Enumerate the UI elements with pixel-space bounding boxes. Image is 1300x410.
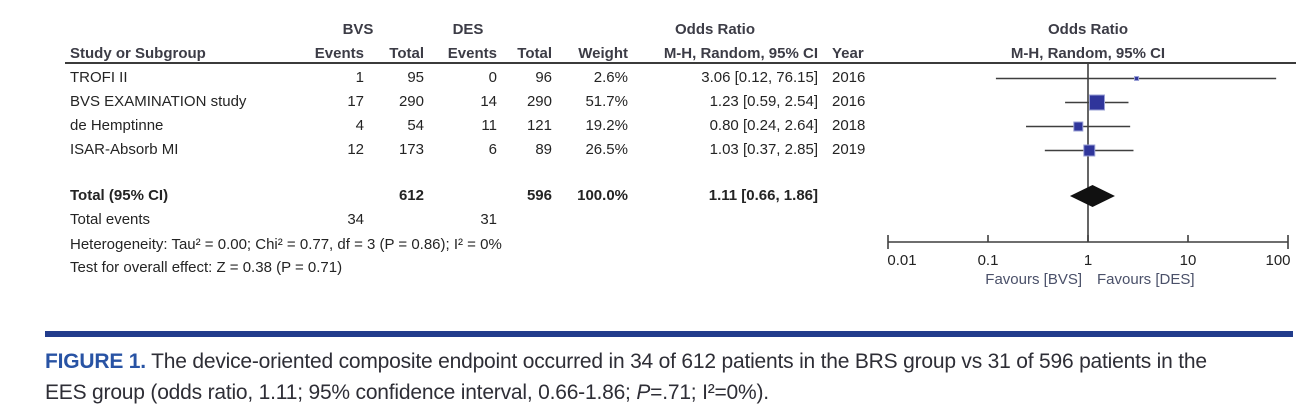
- study-name: ISAR-Absorb MI: [70, 141, 179, 158]
- des-total-value: 290: [526, 93, 552, 110]
- column-header-study: Study or Subgroup: [70, 45, 206, 62]
- x-axis-tick-label: 10: [1179, 252, 1197, 269]
- plot-header-mh-random: M-H, Random, 95% CI: [1010, 45, 1166, 62]
- bvs-events-value: 17: [347, 93, 364, 110]
- caption-text-2a: EES group (odds ratio, 1.11; 95% confide…: [45, 381, 637, 404]
- weight-value: 19.2%: [585, 117, 628, 134]
- total-bvs-total: 612: [398, 187, 424, 204]
- column-header-des-events: Events: [447, 45, 497, 62]
- total-or-ci: 1.11 [0.66, 1.86]: [708, 187, 818, 204]
- or-ci-value: 0.80 [0.24, 2.64]: [709, 117, 818, 134]
- column-header-des-total: Total: [517, 45, 552, 62]
- des-events-value: 6: [488, 141, 497, 158]
- bvs-total-value: 54: [407, 117, 424, 134]
- or-ci-value: 3.06 [0.12, 76.15]: [701, 69, 818, 86]
- des-total-value: 121: [526, 117, 552, 134]
- favours-left-label: Favours [BVS]: [985, 271, 1082, 288]
- caption-text-2b: =.71; I²=0%).: [650, 381, 769, 404]
- column-header-mh-random: M-H, Random, 95% CI: [663, 45, 818, 62]
- or-ci-value: 1.03 [0.37, 2.85]: [709, 141, 818, 158]
- weight-value: 51.7%: [585, 93, 628, 110]
- column-header-weight: Weight: [578, 45, 628, 62]
- or-ci-value: 1.23 [0.59, 2.54]: [709, 93, 818, 110]
- des-events-value: 11: [481, 117, 497, 134]
- overall-effect-text: Test for overall effect: Z = 0.38 (P = 0…: [70, 259, 343, 276]
- figure-caption: FIGURE 1. The device-oriented composite …: [45, 346, 1295, 408]
- study-name: BVS EXAMINATION study: [70, 93, 247, 110]
- bvs-events-value: 4: [355, 117, 364, 134]
- study-weight-marker: [1083, 144, 1096, 157]
- caption-text-1: The device-oriented composite endpoint o…: [151, 350, 1207, 373]
- study-weight-marker: [1073, 121, 1084, 132]
- figure-number-label: FIGURE 1.: [45, 350, 146, 373]
- year-value: 2019: [832, 141, 866, 158]
- header-underline: [65, 62, 1296, 64]
- total-label: Total (95% CI): [70, 187, 169, 204]
- bvs-total-value: 290: [398, 93, 424, 110]
- year-value: 2018: [832, 117, 866, 134]
- year-value: 2016: [832, 93, 866, 110]
- x-axis-tick-label: 1: [1083, 252, 1093, 269]
- column-header-bvs-events: Events: [314, 45, 364, 62]
- bvs-total-value: 173: [398, 141, 424, 158]
- des-total-value: 89: [535, 141, 552, 158]
- plot-header-odds-ratio: Odds Ratio: [1047, 21, 1128, 38]
- x-axis-tick-label: 0.1: [977, 252, 999, 269]
- total-weight: 100.0%: [577, 187, 628, 204]
- caption-line-2: EES group (odds ratio, 1.11; 95% confide…: [45, 377, 1295, 408]
- des-total-value: 96: [535, 69, 552, 86]
- column-header-odds-ratio: Odds Ratio: [674, 21, 755, 38]
- total-events-bvs: 34: [347, 211, 364, 228]
- study-name: TROFI II: [70, 69, 128, 86]
- group-header-des: DES: [452, 21, 484, 38]
- bvs-events-value: 12: [347, 141, 364, 158]
- total-des-total: 596: [526, 187, 552, 204]
- favours-right-label: Favours [DES]: [1097, 271, 1195, 288]
- bvs-events-value: 1: [355, 69, 364, 86]
- weight-value: 26.5%: [585, 141, 628, 158]
- bvs-total-value: 95: [407, 69, 424, 86]
- x-axis-tick-label: 0.01: [887, 252, 917, 269]
- des-events-value: 14: [480, 93, 497, 110]
- total-events-label: Total events: [70, 211, 151, 228]
- column-header-bvs-total: Total: [389, 45, 424, 62]
- column-header-year: Year: [832, 45, 864, 62]
- total-events-des: 31: [480, 211, 497, 228]
- x-axis-tick-label: 100: [1265, 252, 1291, 269]
- caption-p-italic: P: [636, 381, 651, 404]
- year-value: 2016: [832, 69, 866, 86]
- heterogeneity-text: Heterogeneity: Tau² = 0.00; Chi² = 0.77,…: [70, 236, 502, 253]
- study-weight-marker: [1088, 94, 1105, 111]
- total-effect-diamond: [1069, 185, 1115, 207]
- study-name: de Hemptinne: [70, 117, 164, 134]
- caption-line-1: FIGURE 1. The device-oriented composite …: [45, 346, 1295, 377]
- weight-value: 2.6%: [593, 69, 628, 86]
- des-events-value: 0: [488, 69, 497, 86]
- group-header-bvs: BVS: [342, 21, 374, 38]
- study-weight-marker: [1134, 76, 1140, 81]
- caption-divider-rule: [45, 331, 1293, 337]
